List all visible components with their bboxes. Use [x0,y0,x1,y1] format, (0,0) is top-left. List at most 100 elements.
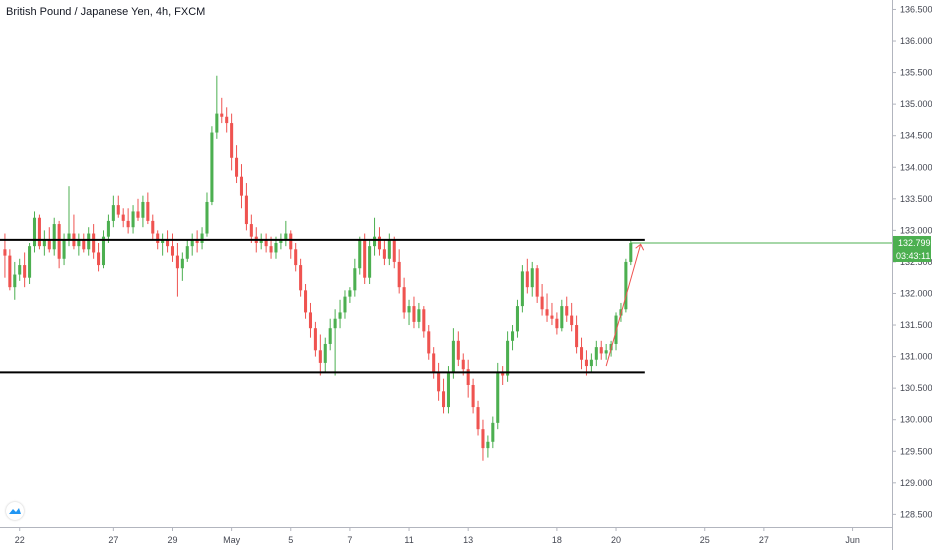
candle-body [545,309,549,316]
bar-countdown: 03:43:11 [896,251,930,261]
candle-body [235,157,239,177]
candle [67,186,71,247]
candle-body [166,239,170,247]
candle-body [624,261,628,310]
candle-body [437,372,441,392]
candle [466,359,470,398]
candle-body [126,220,130,228]
candle-body [373,236,377,247]
candle [348,287,352,303]
candle [358,236,362,275]
candle [565,296,569,322]
candle [476,400,480,436]
countdown-badge-bg [893,248,931,262]
candle [530,261,534,297]
candle [249,214,253,243]
candle-body [32,217,37,247]
candle [141,195,145,228]
candle-body [555,318,559,329]
price-tick-label: 135.000 [900,99,932,109]
trend-arrow-head [635,243,645,251]
candle [111,195,115,228]
candle [451,328,455,379]
trend-arrow-line[interactable] [605,244,642,367]
candle [77,233,81,256]
candle [23,252,27,288]
candle-body [106,220,110,237]
candle [550,302,554,326]
candle-body [151,220,155,234]
tradingview-logo-icon[interactable] [6,502,24,520]
candle-body [225,116,229,124]
candle-body [506,340,510,376]
candle [170,233,175,262]
candle [511,325,515,351]
candle-body [279,239,283,243]
time-axis[interactable]: 22 27 29 May 5 7 11 13 18 20 25 27 Jun [0,527,892,545]
candle [175,242,179,297]
candle-body [368,246,372,278]
candle-body [579,347,584,360]
time-tick-label: May [223,535,241,545]
candle-body [328,328,332,344]
candle-body [308,312,313,329]
candle [442,378,446,414]
candle-body [259,239,263,243]
candle-body [264,239,268,247]
candle [8,249,12,291]
candle-body [161,239,165,243]
last-price-value: 132.799 [898,238,931,248]
candle [382,239,386,266]
candle [506,331,510,382]
candle-body [358,239,362,269]
candle-body [515,306,519,332]
candle-body [575,325,579,348]
candle-body [116,205,120,215]
candle [215,75,219,139]
candle-body [101,236,106,266]
candle [264,233,268,253]
time-tick-label: 25 [700,535,710,545]
candle [279,233,283,250]
candle-body [131,211,135,228]
candles [3,75,633,461]
candle [318,334,322,376]
candle-body [23,265,27,278]
candle-body [249,224,253,237]
candle [32,211,37,253]
candle-body [92,233,96,253]
time-tick-label: Jun [845,535,860,545]
candle-body [422,309,426,332]
candle [525,258,529,294]
candle [402,277,406,319]
candle [535,265,539,303]
price-tick-label: 130.000 [900,415,932,425]
candle [42,230,46,256]
candle [599,340,603,360]
price-axis[interactable]: 128.500 129.000 129.500 130.000 130.500 131.0… [892,0,932,550]
candle-body [584,359,588,367]
candle [555,312,559,335]
candle-body [432,353,436,373]
candle-body [412,306,416,322]
candle [220,97,224,124]
candle-body [42,239,46,247]
candle [136,198,140,221]
candle-body [294,249,298,266]
candle-body [525,271,529,288]
candle-body [461,359,465,370]
candle-body [289,233,293,250]
price-tick-label: 134.000 [900,162,932,172]
candle [456,331,460,367]
candle [200,227,204,250]
time-tick-label: 5 [288,535,293,545]
candle [18,258,22,281]
time-tick-label: 27 [108,535,118,545]
candle-body [550,315,554,319]
candle [575,315,579,354]
candle [589,353,593,373]
candle [195,230,199,253]
candle-body [427,331,431,354]
candle [72,214,76,250]
